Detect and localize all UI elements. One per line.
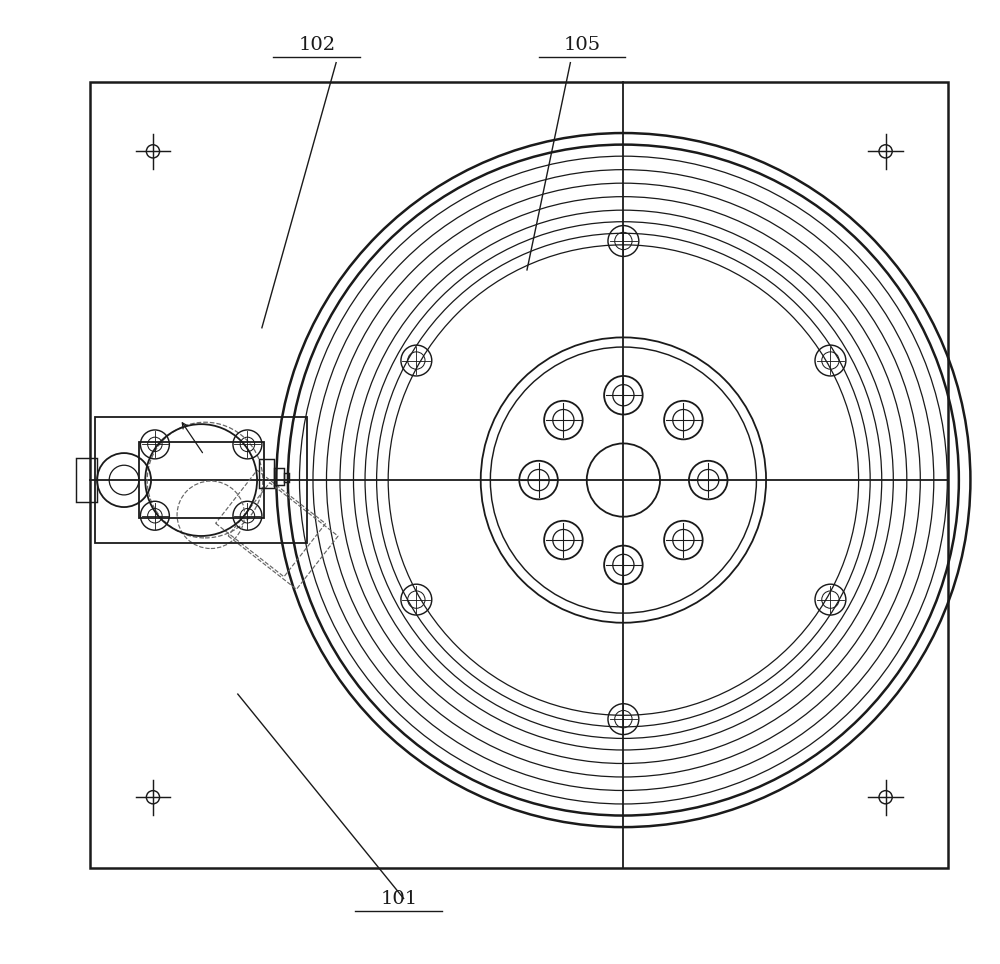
Bar [90,82,948,868]
Bar [95,417,307,543]
Text: 105: 105 [563,36,601,54]
Text: 101: 101 [380,890,417,908]
Bar [138,442,264,518]
Bar [274,468,284,485]
Text: 102: 102 [298,36,335,54]
Bar [259,459,274,488]
Bar [76,458,97,502]
Bar [284,473,289,483]
Bar [228,483,338,589]
Bar [216,470,326,576]
